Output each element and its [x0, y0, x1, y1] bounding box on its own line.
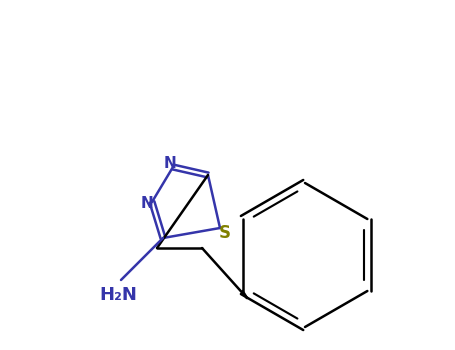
Text: N: N: [164, 156, 177, 172]
Text: H₂N: H₂N: [99, 286, 137, 304]
Text: S: S: [219, 224, 231, 242]
Text: N: N: [141, 196, 153, 211]
